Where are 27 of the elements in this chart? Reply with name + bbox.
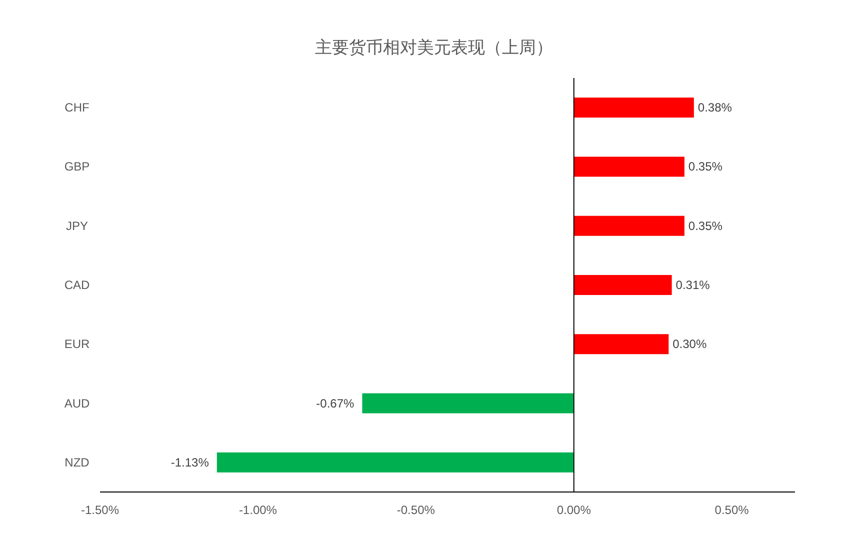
chart-title: 主要货币相对美元表现（上周）: [315, 38, 553, 57]
y-tick-label: AUD: [64, 396, 90, 410]
bar: [216, 452, 574, 472]
data-label: 0.30%: [672, 337, 707, 352]
data-label: 0.38%: [698, 100, 732, 115]
data-label: 0.31%: [676, 278, 710, 292]
x-tick-label: 0.00%: [556, 503, 592, 517]
x-tick-label: 0.50%: [714, 503, 750, 517]
y-tick-label: GBP: [64, 160, 90, 174]
data-label: -1.13%: [170, 455, 210, 470]
data-label: 0.35%: [688, 218, 723, 233]
x-tick-label: -1.50%: [80, 503, 120, 517]
bar: [574, 216, 684, 236]
y-tick-label: JPY: [66, 218, 88, 233]
bar: [574, 98, 694, 118]
y-tick-label: EUR: [64, 337, 90, 352]
bar: [574, 275, 672, 295]
y-tick-label: NZD: [64, 455, 90, 470]
bar: [574, 156, 684, 177]
y-tick-label: CHF: [64, 100, 90, 115]
x-tick-label: -1.00%: [238, 503, 278, 517]
bar: [574, 334, 669, 354]
x-tick-label: -0.50%: [396, 503, 436, 517]
bar: [362, 393, 574, 414]
y-tick-label: CAD: [64, 278, 90, 292]
data-label: -0.67%: [316, 396, 355, 410]
data-label: 0.35%: [688, 160, 723, 174]
